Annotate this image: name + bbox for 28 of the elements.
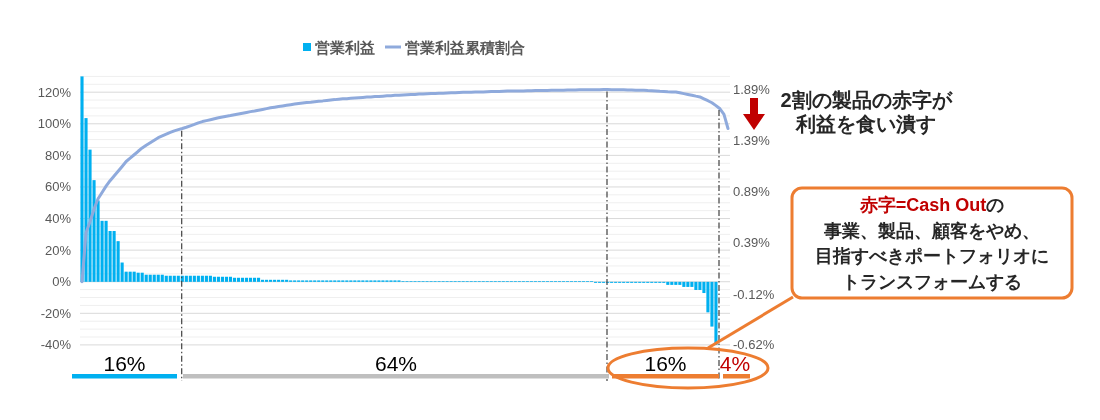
text: 利益を食い潰す bbox=[795, 113, 936, 136]
y-tick-label: 100% bbox=[37, 116, 72, 132]
y-tick-label: 40% bbox=[44, 211, 72, 227]
text: 目指すべきポートフォリオに bbox=[815, 246, 1049, 266]
y-tick-label: -20% bbox=[40, 305, 72, 321]
text: の bbox=[986, 195, 1005, 215]
text: トランスフォームする bbox=[842, 271, 1022, 292]
text: 事業、製品、顧客をやめ、 bbox=[823, 220, 1040, 241]
y2-tick-label: -0.12% bbox=[733, 286, 775, 302]
text: 4% bbox=[719, 351, 751, 375]
legend-label: 営業利益 bbox=[315, 38, 375, 56]
text: 64% bbox=[374, 351, 418, 375]
y-tick-label: 80% bbox=[44, 147, 72, 163]
y-tick-label: 0% bbox=[52, 274, 72, 290]
text: 16% bbox=[103, 351, 146, 375]
y2-tick-label: -0.62% bbox=[733, 337, 775, 353]
y2-tick-label: 0.39% bbox=[733, 234, 771, 250]
y2-tick-label: 1.39% bbox=[733, 132, 771, 148]
y-tick-label: 120% bbox=[37, 84, 72, 100]
y2-tick-label: 0.89% bbox=[733, 183, 771, 199]
text: 16% bbox=[644, 351, 687, 375]
y2-tick-label: 1.89% bbox=[733, 82, 771, 98]
text: 2割の製品の赤字が bbox=[780, 89, 953, 111]
y-tick-label: 60% bbox=[44, 179, 72, 195]
text: 赤字=Cash Out bbox=[858, 195, 987, 215]
y-tick-label: -40% bbox=[40, 337, 72, 353]
y-tick-label: 20% bbox=[44, 242, 72, 258]
legend-label: 営業利益累積割合 bbox=[405, 38, 525, 56]
